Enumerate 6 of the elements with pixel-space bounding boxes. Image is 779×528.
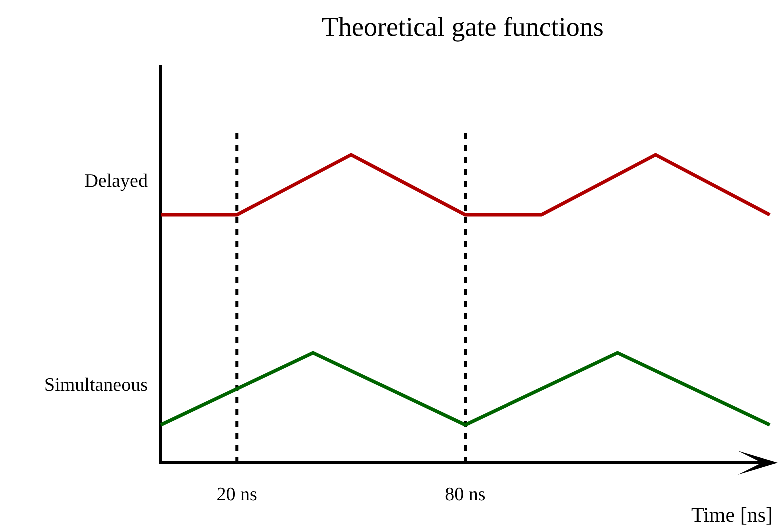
- chart-title: Theoretical gate functions: [322, 12, 604, 42]
- x-axis-title: Time [ns]: [692, 503, 773, 527]
- series-label: Delayed: [84, 171, 148, 192]
- x-tick-label: 80 ns: [445, 484, 486, 506]
- series-label: Simultaneous: [44, 375, 148, 396]
- x-tick-label: 20 ns: [216, 484, 258, 506]
